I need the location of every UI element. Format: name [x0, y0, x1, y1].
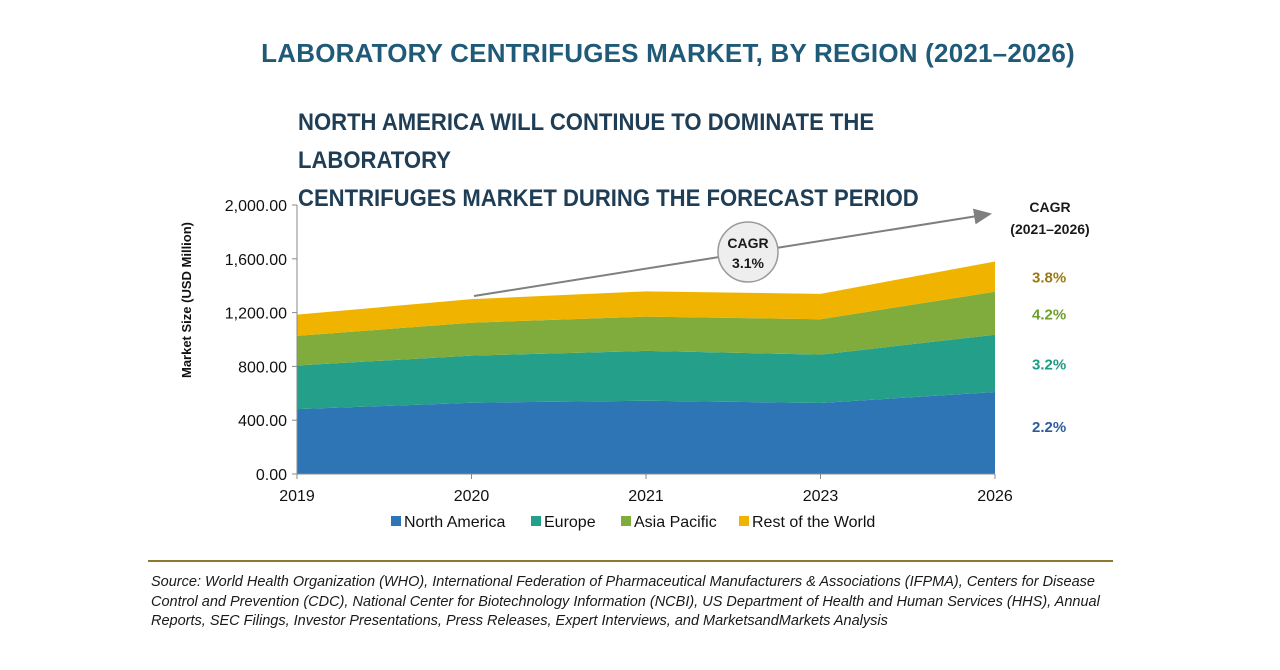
x-tick-label: 2026 [977, 488, 1013, 505]
legend-label-asia-pacific: Asia Pacific [634, 514, 717, 531]
cagr-label-north-america: 2.2% [1032, 419, 1066, 436]
cagr-label-rest-of-the-world: 3.8% [1032, 270, 1066, 287]
x-tick-label: 2021 [628, 488, 664, 505]
divider [148, 560, 1113, 562]
area-europe [297, 334, 995, 410]
cagr-header-line: CAGR [1029, 199, 1070, 215]
x-tick-label: 2023 [803, 488, 839, 505]
legend-label-north-america: North America [404, 514, 505, 531]
y-tick-label: 1,600.00 [225, 252, 287, 269]
y-tick-label: 400.00 [238, 413, 287, 430]
legend-swatch-asia-pacific [621, 516, 631, 526]
subtitle-line-2: CENTRIFUGES MARKET DURING THE FORECAST P… [298, 185, 919, 212]
cagr-bubble-label: CAGR [727, 235, 768, 251]
x-tick-label: 2020 [454, 488, 490, 505]
x-tick-label: 2019 [279, 488, 315, 505]
area-asia-pacific [297, 291, 995, 366]
cagr-bubble [717, 221, 779, 283]
source-note: Source: World Health Organization (WHO),… [151, 574, 1100, 629]
y-tick-label: 800.00 [238, 359, 287, 376]
cagr-header-line: (2021–2026) [1010, 221, 1089, 237]
area-chart: 0.00 400.00 800.00 1,200.00 1,600.00 2,000.00… [179, 198, 1090, 531]
subtitle-line-1: NORTH AMERICA WILL CONTINUE TO DOMINATE … [298, 109, 875, 174]
legend-swatch-rest-of-the-world [739, 516, 749, 526]
y-tick-label: 2,000.00 [225, 198, 287, 215]
cagr-bubble-value: 3.1% [732, 255, 764, 271]
chart-subtitle: NORTH AMERICA WILL CONTINUE TO DOMINATE … [298, 104, 960, 218]
legend-swatch-europe [531, 516, 541, 526]
legend-label-europe: Europe [544, 514, 596, 531]
area-rest-of-the-world [297, 261, 995, 336]
legend-swatch-north-america [391, 516, 401, 526]
cagr-label-europe: 3.2% [1032, 356, 1066, 373]
area-north-america [297, 391, 995, 474]
y-tick-label: 1,200.00 [225, 306, 287, 323]
cagr-label-asia-pacific: 4.2% [1032, 306, 1066, 323]
chart-title: LABORATORY CENTRIFUGES MARKET, BY REGION… [261, 38, 1075, 68]
y-tick-label: 0.00 [256, 467, 287, 484]
y-axis-label: Market Size (USD Million) [179, 222, 194, 378]
legend-label-rest-of-the-world: Rest of the World [752, 514, 875, 531]
